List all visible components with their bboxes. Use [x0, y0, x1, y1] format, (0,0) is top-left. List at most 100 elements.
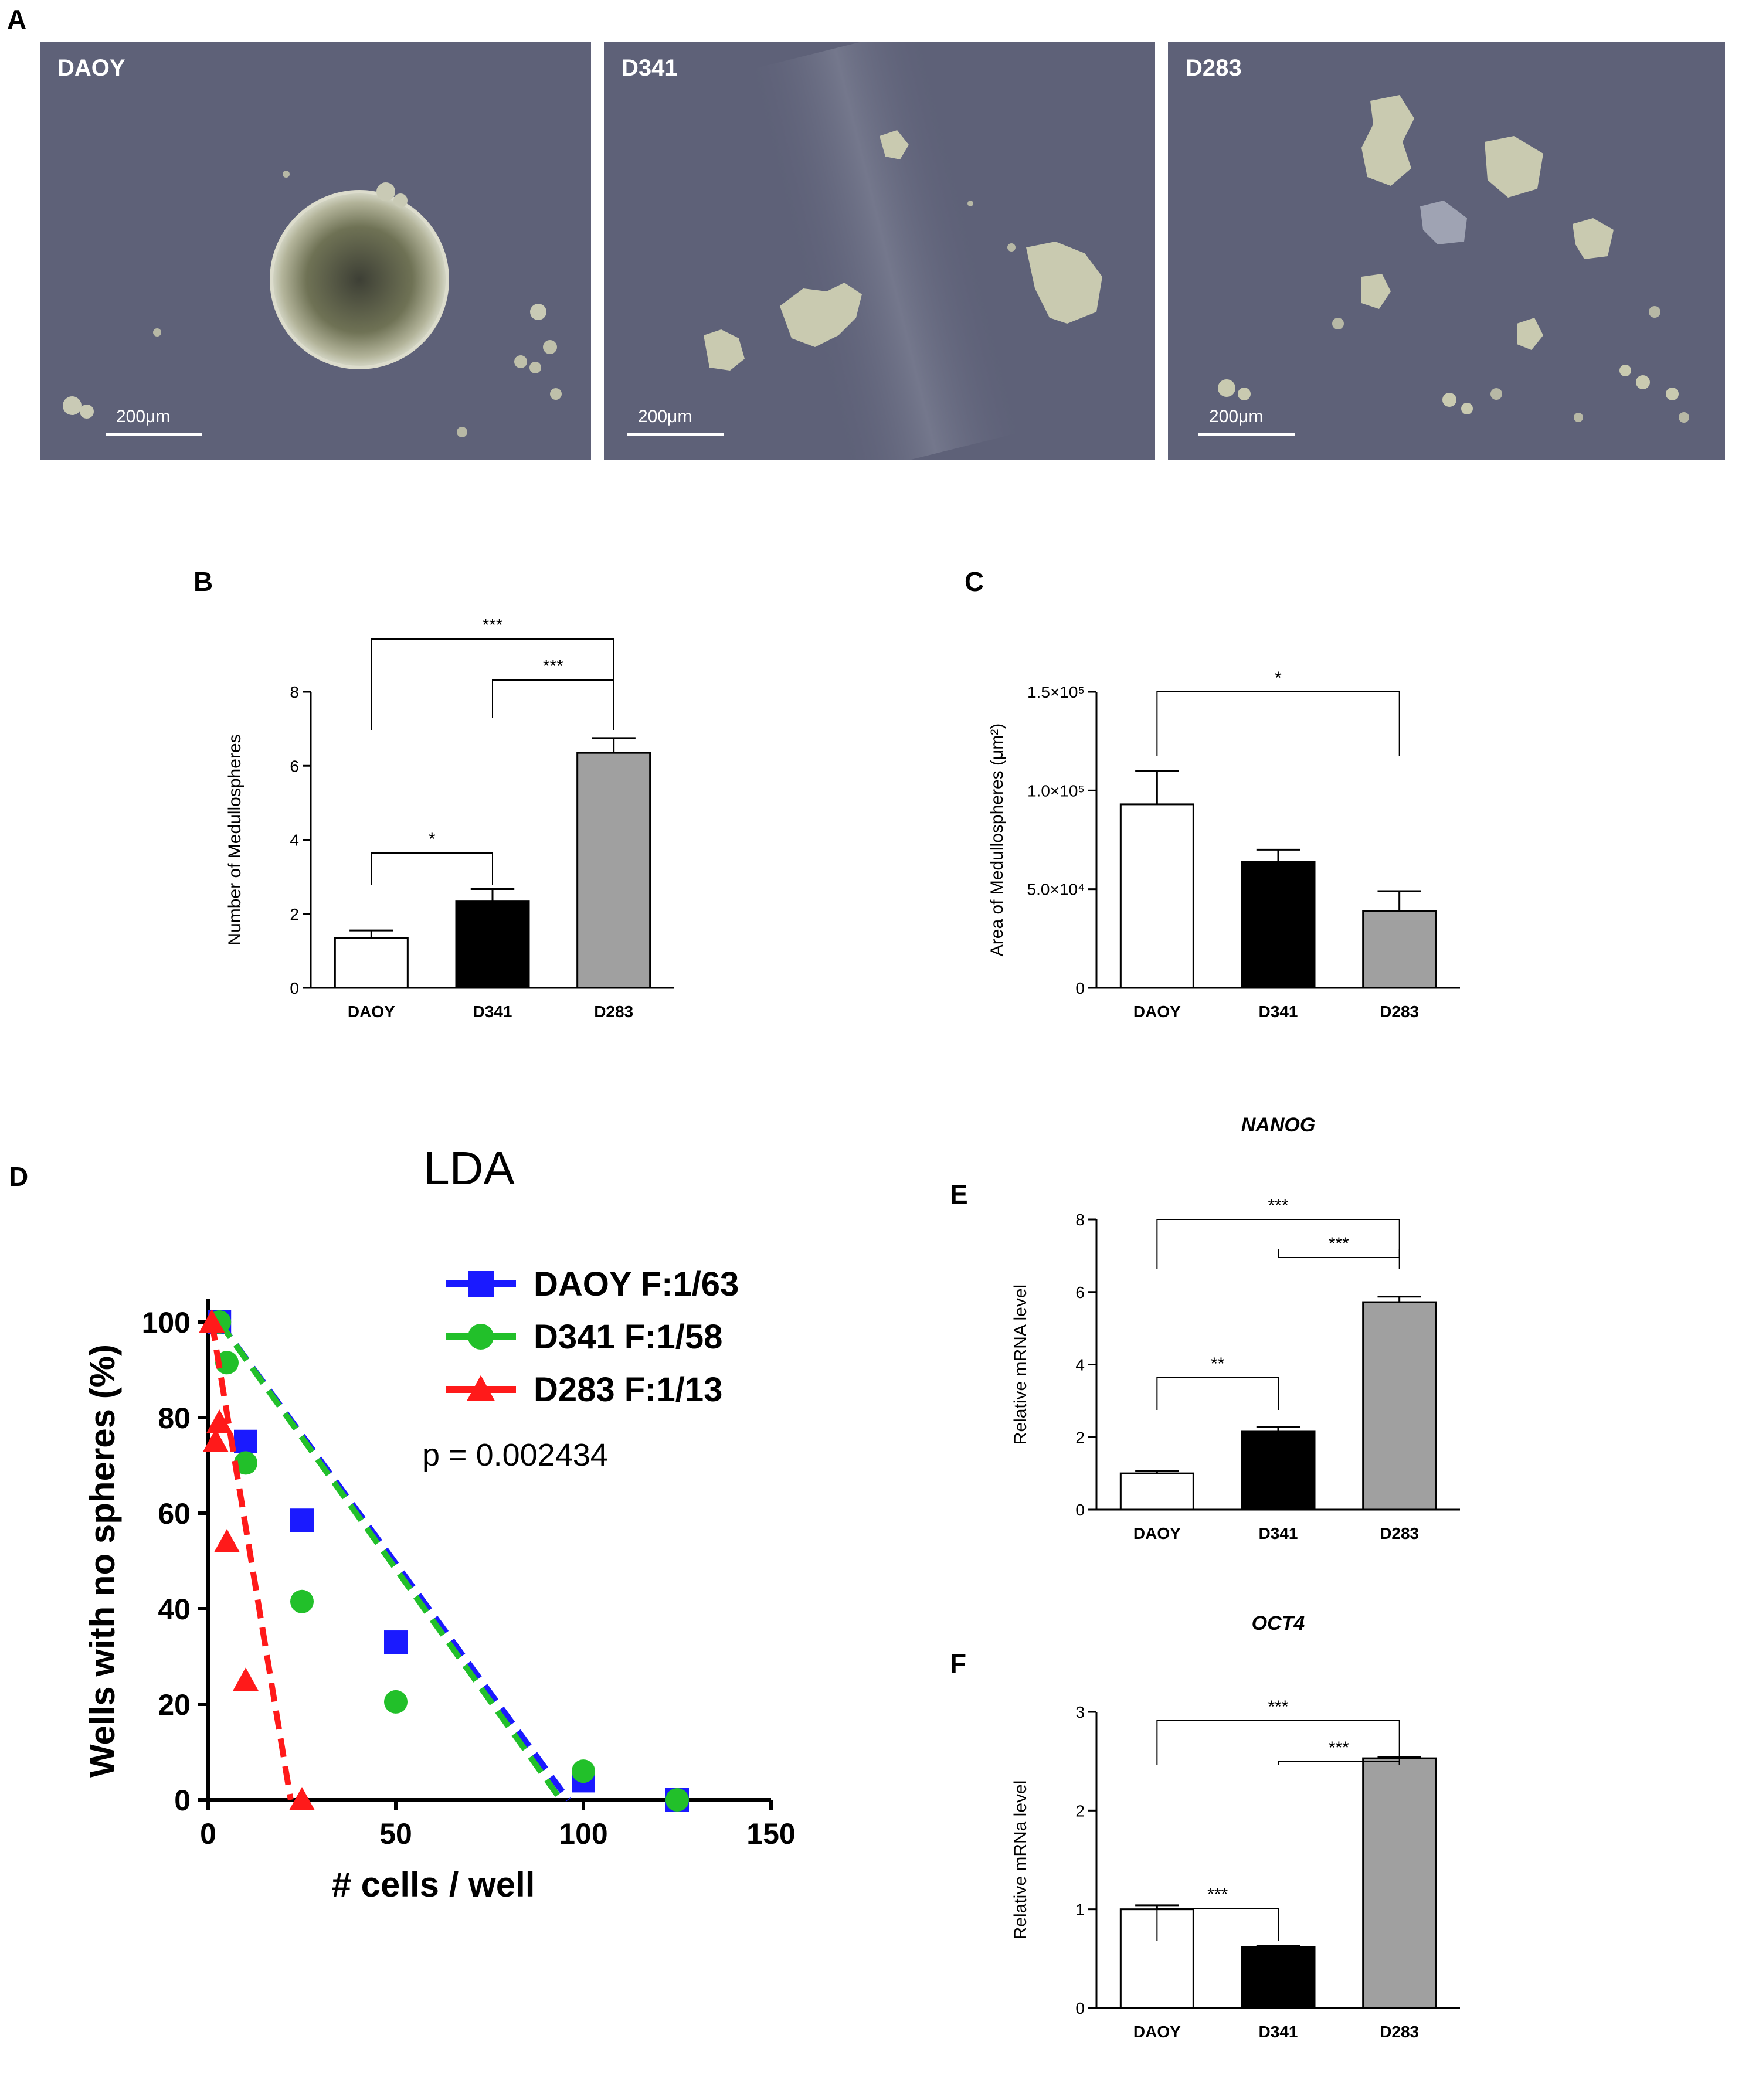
scale-bar-label-daoy: 200μm [116, 407, 171, 426]
chart-b-x-tick-label: D283 [594, 1003, 633, 1021]
chart-f-y-tick-label: 3 [1075, 1703, 1085, 1721]
chart-d-series-d283-point [214, 1528, 240, 1552]
chart-d-series-d341-point [384, 1690, 408, 1714]
chart-b-y-label: Number of Medullospheres [225, 734, 245, 945]
chart-c-bar-daoy [1119, 803, 1194, 989]
chart-f-x-tick-label: D341 [1259, 2023, 1298, 2041]
chart-e-x-tick-label: D283 [1380, 1524, 1419, 1542]
chart-e-x-tick-label: DAOY [1133, 1524, 1181, 1542]
chart-c-significance-label: * [1275, 668, 1282, 688]
chart-d-y-label: Wells with no spheres (%) [83, 1344, 122, 1778]
panel-letter-e: E [950, 1179, 968, 1209]
chart-f-significance-bracket [1278, 1761, 1400, 1765]
chart-d-series-d341-point [215, 1351, 239, 1375]
chart-d-x-tick-label: 150 [746, 1817, 795, 1850]
chart-c-y-tick-label: 5.0×10⁴ [1027, 881, 1085, 899]
chart-d-series-d341-point [665, 1788, 689, 1812]
chart-d-series-daoy-point [384, 1630, 408, 1654]
chart-d-x-tick-label: 0 [200, 1817, 216, 1850]
chart-c-bar-d283 [1362, 910, 1437, 989]
chart-f-significance-label: *** [1329, 1738, 1349, 1758]
chart-c-x-tick-label: D283 [1380, 1003, 1419, 1021]
chart-c-y-tick-label: 0 [1075, 979, 1085, 997]
chart-d-series-d283-legend-label: D283 F:1/13 [534, 1371, 722, 1409]
chart-d-series-d283-point [199, 1309, 225, 1333]
chart-d-lda: LDA 0 20 40 60 80 100 0 50 100 150 # cells / well We… [83, 1142, 796, 1904]
chart-d-y-tick-label: 40 [158, 1593, 191, 1626]
micrograph-d283: D283 200μm [1168, 42, 1725, 460]
photo-label-daoy: DAOY [57, 55, 125, 81]
chart-f-y-tick-label: 1 [1075, 1901, 1085, 1919]
chart-d-series-d283-point [202, 1428, 229, 1452]
panel-letter-b: B [193, 566, 213, 597]
chart-d-title: LDA [423, 1142, 515, 1194]
chart-f-significance-label: *** [1268, 1697, 1288, 1717]
chart-e-y-tick-label: 8 [1075, 1211, 1085, 1229]
chart-d-series-d283-legend-marker [466, 1375, 495, 1401]
panel-letter-c: C [965, 566, 984, 597]
chart-b-number-of-medullospheres: 0 2 4 6 8 Number of Medullospheres DAOY D341 D28… [225, 616, 674, 1021]
chart-d-series-d341-legend-marker [468, 1324, 494, 1350]
chart-c-x-tick-label: D341 [1259, 1003, 1298, 1021]
chart-c-y-label: Area of Medullospheres (μm²) [987, 723, 1007, 956]
chart-f-bar-d341 [1241, 1946, 1316, 2009]
chart-d-y-tick-label: 20 [158, 1688, 191, 1721]
chart-d-series-d283-point [289, 1787, 315, 1810]
chart-d-series-d341-fit-line [217, 1320, 563, 1802]
chart-d-series-daoy-legend-marker [468, 1271, 494, 1297]
chart-b-x-tick-label: D341 [473, 1003, 512, 1021]
chart-e-x-tick-label: D341 [1259, 1524, 1298, 1542]
chart-d-series-d341-point [572, 1759, 595, 1783]
chart-d-series-d283-fit-line [209, 1321, 294, 1800]
chart-e-bar-daoy [1119, 1472, 1194, 1511]
chart-f-significance-bracket [1156, 1908, 1279, 1941]
chart-d-series-daoy-legend-label: DAOY F:1/63 [534, 1265, 739, 1303]
chart-b-y-tick-label: 2 [290, 905, 299, 923]
scale-bar-label-d341: 200μm [638, 407, 692, 426]
chart-b-bar-d283 [576, 752, 651, 989]
chart-c-significance-bracket [1156, 691, 1400, 756]
chart-e-title: NANOG [1241, 1114, 1316, 1136]
chart-b-y-tick-label: 4 [290, 831, 299, 849]
chart-d-x-label: # cells / well [332, 1865, 535, 1904]
micrograph-daoy-image [63, 171, 562, 437]
chart-f-title: OCT4 [1252, 1612, 1305, 1635]
chart-c-x-tick-label: DAOY [1133, 1003, 1181, 1021]
chart-e-y-tick-label: 2 [1075, 1428, 1085, 1446]
chart-d-y-tick-label: 80 [158, 1402, 191, 1435]
chart-f-x-tick-label: D283 [1380, 2023, 1419, 2041]
chart-d-series-d283-point [233, 1667, 259, 1691]
chart-d-series-daoy-point [234, 1429, 257, 1453]
chart-d-series-d341-legend-label: D341 F:1/58 [534, 1318, 722, 1356]
chart-e-significance-label: *** [1329, 1234, 1349, 1253]
chart-e-significance-bracket [1278, 1249, 1400, 1258]
chart-b-x-tick-label: DAOY [348, 1003, 395, 1021]
chart-b-significance-label: *** [482, 616, 502, 635]
chart-d-y-tick-label: 0 [174, 1784, 191, 1817]
scale-bar-d341 [627, 433, 724, 436]
chart-d-y-tick-label: 100 [142, 1306, 191, 1339]
chart-e-significance-label: *** [1268, 1196, 1288, 1215]
chart-c-y-tick-label: 1.0×10⁵ [1027, 781, 1085, 800]
chart-e-y-tick-label: 0 [1075, 1501, 1085, 1519]
chart-c-bar-d341 [1241, 861, 1316, 989]
micrograph-daoy: DAOY 200μm [40, 42, 591, 460]
chart-e-significance-bracket [1156, 1219, 1400, 1269]
panel-letter-d: D [9, 1161, 29, 1192]
chart-f-significance-label: *** [1207, 1885, 1228, 1904]
chart-c-area-of-medullospheres: 0 5.0×10⁴ 1.0×10⁵ 1.5×10⁵ Area of Medullosph… [987, 668, 1460, 1021]
chart-f-y-tick-label: 0 [1075, 1999, 1085, 2017]
micrograph-d341-image [704, 42, 1102, 460]
chart-d-x-tick-label: 50 [379, 1817, 412, 1850]
chart-b-bar-daoy [334, 937, 409, 989]
chart-d-p-value: p = 0.002434 [422, 1438, 608, 1473]
chart-e-nanog: NANOG 0 2 4 6 8 Relative mRNA level DAOY D341 D28… [1011, 1114, 1460, 1542]
chart-f-significance-bracket [1156, 1720, 1400, 1765]
chart-d-series-d283-point [206, 1409, 233, 1433]
chart-f-bar-d283 [1362, 1757, 1437, 2009]
panel-letter-a: A [7, 4, 27, 35]
chart-d-y-tick-label: 60 [158, 1497, 191, 1530]
chart-d-x-tick-label: 100 [559, 1817, 607, 1850]
panel-letter-f: F [950, 1648, 967, 1678]
chart-d-series-daoy-point [290, 1508, 314, 1532]
